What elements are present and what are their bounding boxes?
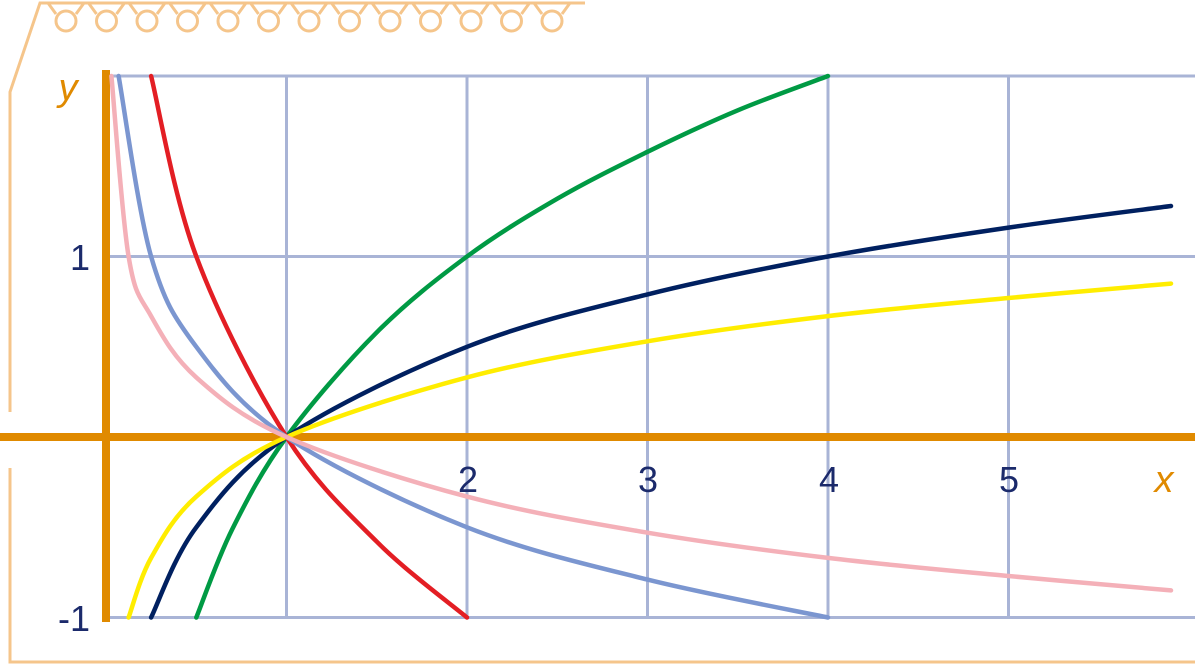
spiral-ring — [459, 9, 483, 33]
y-tick-1: 1 — [70, 237, 90, 278]
x-tick-5: 5 — [999, 459, 1019, 500]
x-tick-4: 4 — [819, 459, 839, 500]
spiral-ring — [500, 9, 523, 33]
spiral-ring — [54, 9, 78, 33]
spiral-hook — [127, 2, 167, 15]
spiral-hook — [168, 2, 207, 15]
x-tick-2: 2 — [458, 459, 478, 500]
tick-labels: 2 3 4 5 1 -1 x y — [56, 67, 1176, 639]
axes — [0, 70, 1195, 622]
spiral-ring — [216, 9, 240, 33]
spiral-hook — [249, 2, 288, 15]
spiral-hook — [330, 2, 369, 15]
spiral-hook — [451, 2, 491, 15]
curves — [109, 73, 1174, 620]
series-line-5 — [116, 73, 831, 620]
spiral-hook — [289, 2, 329, 15]
spiral-ring — [176, 9, 199, 33]
spiral-ring — [257, 9, 280, 33]
grid — [106, 74, 1195, 619]
spiral-hook — [87, 2, 126, 15]
notebook-frame — [8, 1, 1195, 664]
series-line-1 — [194, 73, 831, 620]
spiral-ring — [135, 9, 159, 33]
spiral-hook — [492, 2, 531, 15]
series-line-6 — [109, 73, 1174, 593]
spiral-hook — [370, 2, 410, 15]
x-tick-3: 3 — [638, 459, 658, 500]
spiral-ring — [95, 9, 118, 33]
y-axis-label: y — [56, 67, 80, 109]
spiral-ring — [540, 9, 564, 33]
spiral-hook — [208, 2, 248, 15]
spiral-ring — [297, 9, 321, 33]
series-line-2 — [148, 203, 1174, 620]
spiral-hook — [411, 2, 450, 15]
spiral-ring — [419, 9, 442, 33]
series-line-3 — [126, 281, 1174, 620]
spiral-ring — [338, 9, 361, 33]
x-axis-label: x — [1153, 459, 1176, 501]
y-tick-minus1: -1 — [58, 598, 90, 639]
spiral-ring — [378, 9, 402, 33]
spiral-hook — [46, 2, 86, 15]
frame-outline — [8, 1, 1195, 664]
spiral-hook — [532, 2, 572, 15]
series-line-4 — [148, 73, 470, 620]
